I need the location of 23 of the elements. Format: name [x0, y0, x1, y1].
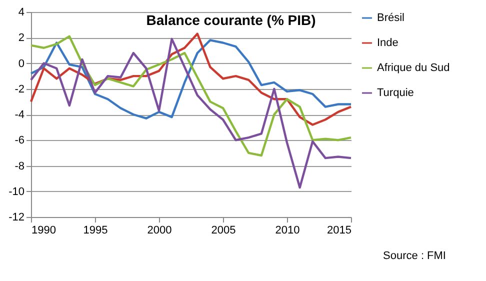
x-tick-label: 2010: [275, 224, 300, 236]
legend-label: Afrique du Sud: [377, 62, 450, 74]
x-tick-label: 2015: [327, 224, 352, 236]
chart-title: Balance courante (% PIB): [146, 12, 316, 28]
y-tick-label: -6: [14, 134, 24, 147]
x-tick-label: 1995: [83, 224, 108, 236]
y-tick-label: -2: [14, 83, 24, 96]
legend-label: Turquie: [377, 87, 414, 99]
legend-label: Brésil: [377, 12, 405, 24]
line-series: [30, 35, 352, 157]
x-tick-label: 2000: [147, 224, 172, 236]
y-tick-label: -12: [8, 212, 24, 224]
line-series: [30, 38, 352, 189]
y-tick-label: -10: [8, 186, 24, 198]
x-tick-label: 2005: [211, 224, 236, 236]
y-tick-label: -4: [14, 109, 24, 121]
source-note: Source : FMI: [383, 250, 446, 262]
y-tick-label: -8: [14, 160, 24, 172]
y-tick-label: 4: [18, 6, 24, 18]
x-tick-label: 1990: [32, 224, 56, 236]
legend-label: Inde: [377, 37, 398, 49]
y-tick-label: 2: [18, 32, 24, 44]
y-tick-label: 0: [18, 58, 24, 70]
